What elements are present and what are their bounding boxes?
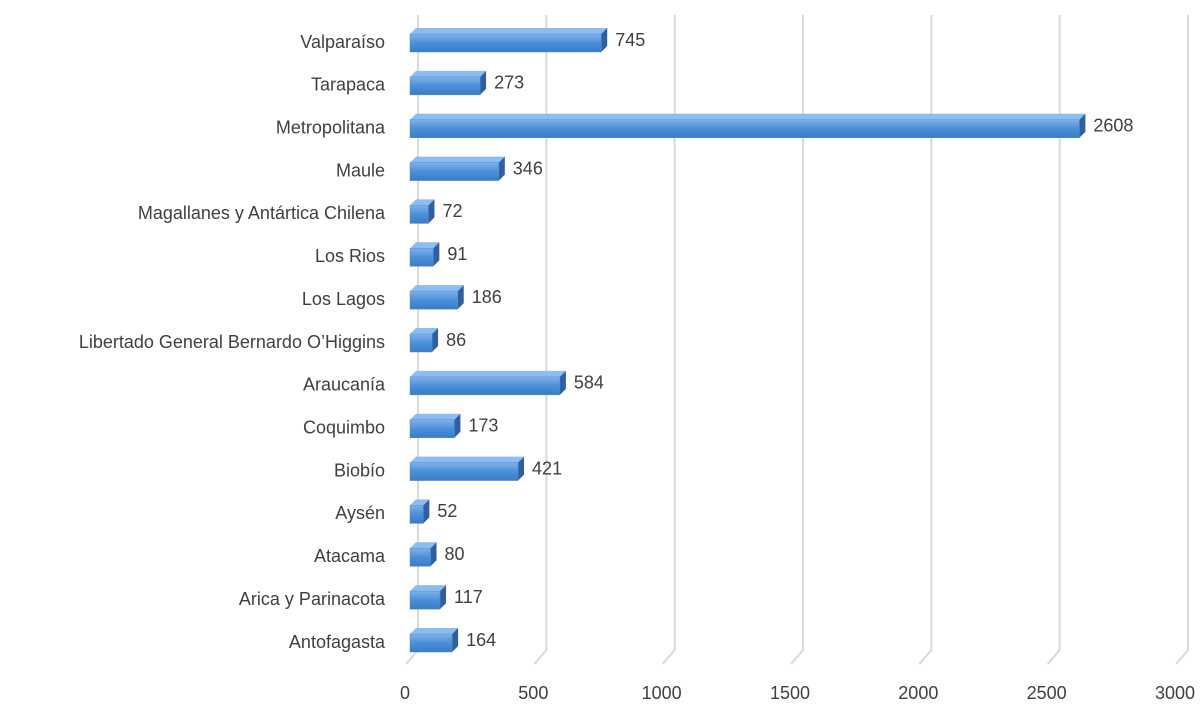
grid-line [533,15,548,665]
bar [409,205,429,224]
x-tick-label: 1000 [642,683,682,703]
bar-top [410,328,439,334]
bar [409,419,455,438]
bar [409,505,424,524]
bar-side [428,199,435,224]
value-label: 117 [454,587,483,607]
bar [409,248,434,267]
bar-side [1079,113,1086,138]
bar [409,76,481,96]
grid-line [661,15,676,665]
bar-side [457,285,464,310]
value-label: 745 [615,30,645,50]
bar-top [410,70,487,77]
grid-line [790,15,804,665]
bar-top [410,628,459,634]
grid-line [1175,15,1189,665]
bar [409,633,453,653]
bar [409,590,441,610]
y-tick-label: Coquimbo [303,417,385,437]
bar-side [423,499,430,524]
bar [409,162,500,181]
y-tick-label: Valparaíso [300,32,385,52]
bar-side [480,70,487,95]
value-label: 346 [513,158,543,178]
bar-top [410,499,430,506]
y-tick-label: Libertado General Bernardo O’Higgins [79,332,385,352]
value-label: 52 [437,501,457,521]
bar [409,548,431,567]
x-tick-label: 2000 [898,683,938,703]
x-tick-label: 3000 [1155,683,1195,703]
bar-top [410,585,447,592]
y-tick-label: Maule [336,160,385,180]
x-tick-label: 0 [400,683,410,703]
bar-top [410,156,505,163]
x-tick-label: 2500 [1027,683,1067,703]
value-label: 86 [446,330,466,350]
bar-top [410,242,440,249]
bar-side [454,413,461,438]
bar-top [410,113,1086,120]
bar [409,333,433,353]
value-label: 164 [466,630,496,650]
bar-side [440,585,447,610]
value-label: 2608 [1093,115,1133,135]
y-tick-label: Atacama [314,546,386,566]
bar-top [410,370,566,377]
bar-top [410,456,525,463]
bar-top [410,542,437,549]
value-label: 584 [574,373,604,393]
y-tick-label: Aysén [335,503,385,523]
y-tick-label: Araucanía [303,375,386,395]
bar-top [410,285,464,292]
value-label: 273 [494,73,524,93]
y-tick-label: Los Rios [315,246,385,266]
bar-top [410,413,461,420]
x-tick-label: 500 [518,683,548,703]
value-label: 421 [532,458,562,478]
bar-top [410,28,608,34]
bar [409,119,1080,138]
bar-side [430,542,437,567]
bar-side [518,456,525,481]
grid-line [1046,15,1061,665]
y-tick-label: Magallanes y Antártica Chilena [138,203,386,223]
value-label: 91 [447,244,467,264]
bar [409,462,519,481]
bar-side [433,242,440,267]
bar [409,33,602,53]
y-tick-label: Arica y Parinacota [239,589,386,609]
bar-side [498,156,505,181]
y-tick-label: Los Lagos [302,289,385,309]
bar-side [601,28,608,52]
bar-side [559,370,566,395]
bar [409,290,458,310]
bar-side [452,628,459,652]
bar-top [410,199,435,206]
y-tick-label: Metropolitana [276,117,386,137]
value-label: 72 [442,201,462,221]
y-tick-label: Tarapaca [311,75,386,95]
grid-line [918,15,933,665]
value-label: 186 [472,287,502,307]
value-label: 173 [468,415,498,435]
y-tick-label: Antofagasta [289,632,386,652]
bar [409,376,561,396]
value-label: 80 [445,544,465,564]
bar-side [432,328,439,352]
x-tick-label: 1500 [770,683,810,703]
y-tick-label: Biobío [334,460,385,480]
